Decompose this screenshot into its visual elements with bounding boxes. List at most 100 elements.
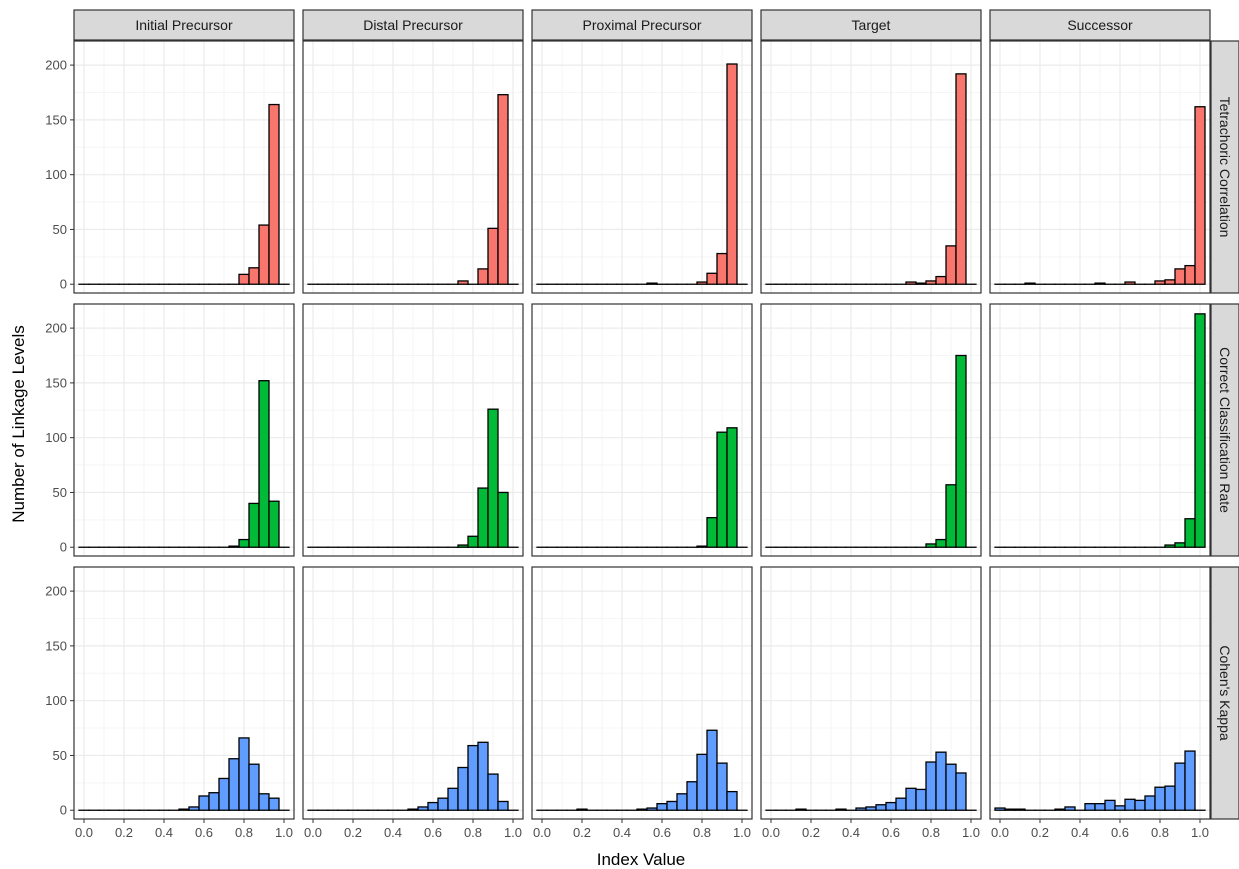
histogram-bar	[1064, 806, 1076, 811]
column-strip-label: Proximal Precursor	[582, 17, 701, 33]
x-tick-label: 0.0	[533, 825, 551, 840]
histogram-bar	[875, 804, 887, 811]
histogram-bar	[1104, 799, 1116, 811]
row-strip	[1210, 303, 1239, 557]
histogram-bar	[835, 808, 847, 811]
histogram-bar	[955, 772, 967, 811]
histogram-bar	[238, 737, 250, 811]
y-tick-label: 100	[45, 693, 67, 708]
histogram-bar	[925, 761, 937, 811]
x-tick-label: 0.2	[573, 825, 591, 840]
x-tick-label: 0.8	[922, 825, 940, 840]
histogram-bar	[188, 806, 200, 811]
x-tick-label: 0.8	[693, 825, 711, 840]
histogram-bar	[696, 545, 708, 548]
column-strip	[302, 9, 524, 41]
y-tick-label: 200	[45, 584, 67, 599]
row-strip	[1210, 566, 1239, 820]
axes-layer: 0 50 100 150 200 0 50 100 150 200 0 50 100 150 200 0.0 0…	[45, 58, 1209, 840]
panel-frame	[760, 40, 982, 294]
histogram-bar	[178, 808, 190, 811]
panel-frame	[73, 566, 295, 820]
histogram-bar	[706, 729, 718, 811]
histogram-bar	[696, 281, 708, 285]
histogram-bar	[656, 803, 668, 811]
column-strip	[531, 9, 753, 41]
histogram-bar	[198, 795, 210, 811]
y-tick-label: 0	[60, 803, 67, 818]
row-strip-label: Cohen's Kappa	[1217, 645, 1233, 741]
histogram-bar	[1194, 313, 1206, 548]
histogram-bar	[487, 227, 499, 285]
histogram-bar	[1144, 795, 1156, 811]
histogram-bar	[457, 280, 469, 285]
x-tick-label: 0.0	[762, 825, 780, 840]
histogram-bar	[925, 280, 937, 285]
histogram-bar	[945, 484, 957, 548]
histogram-bar	[935, 538, 947, 548]
histogram-bar	[248, 502, 260, 548]
histogram-bar	[905, 281, 917, 285]
histogram-bar	[726, 63, 738, 285]
y-tick-label: 0	[60, 540, 67, 555]
histogram-bar	[795, 808, 807, 811]
histogram-bar	[855, 807, 867, 811]
x-tick-label: 1.0	[275, 825, 293, 840]
histogram-bar	[905, 787, 917, 811]
y-tick-label: 0	[60, 277, 67, 292]
x-tick-label: 0.4	[1071, 825, 1089, 840]
panel-frame	[73, 303, 295, 557]
histogram-bar	[1174, 268, 1186, 285]
histogram-bar	[467, 744, 479, 811]
panel-frame	[531, 303, 753, 557]
x-tick-label: 0.4	[384, 825, 402, 840]
x-tick-label: 0.0	[75, 825, 93, 840]
panel-frame	[302, 566, 524, 820]
y-tick-label: 150	[45, 638, 67, 653]
histogram-bar	[457, 766, 469, 811]
histogram-bar	[248, 267, 260, 285]
column-strip-label: Target	[852, 17, 891, 33]
histogram-bar	[1124, 798, 1136, 811]
y-tick-label: 50	[53, 485, 67, 500]
histogram-bar	[427, 801, 439, 811]
x-tick-label: 1.0	[1191, 825, 1209, 840]
y-tick-label: 200	[45, 321, 67, 336]
histogram-bar	[1084, 803, 1096, 811]
histogram-bar	[1164, 279, 1176, 285]
x-tick-label: 0.0	[304, 825, 322, 840]
histogram-bar	[437, 797, 449, 811]
histogram-bar	[726, 790, 738, 811]
histogram-bar	[955, 354, 967, 548]
histogram-bar	[258, 224, 270, 285]
histogram-bar	[1124, 281, 1136, 285]
x-tick-label: 0.6	[424, 825, 442, 840]
histogram-bar	[1184, 518, 1196, 548]
x-tick-label: 0.4	[155, 825, 173, 840]
x-tick-label: 1.0	[962, 825, 980, 840]
histogram-bar	[895, 797, 907, 811]
strips-layer: Tetrachoric Correlation Correct Classific…	[73, 9, 1239, 820]
histogram-bar	[1054, 808, 1066, 811]
histogram-bar	[497, 800, 509, 811]
histogram-bar	[1154, 280, 1166, 285]
histogram-bar	[716, 252, 728, 285]
column-strip-label: Initial Precursor	[135, 17, 233, 33]
x-tick-label: 1.0	[733, 825, 751, 840]
x-tick-label: 0.2	[1031, 825, 1049, 840]
histogram-bar	[1164, 785, 1176, 811]
panel-frame	[302, 40, 524, 294]
x-tick-label: 0.6	[1111, 825, 1129, 840]
histogram-bar	[487, 773, 499, 811]
panel-frames-layer	[73, 40, 1211, 820]
column-strip	[73, 9, 295, 41]
grid-layer	[74, 41, 1210, 819]
histogram-bar	[457, 544, 469, 548]
panel-frame	[760, 566, 982, 820]
histogram-bar	[935, 275, 947, 285]
panel-frame	[989, 566, 1211, 820]
histogram-bar	[447, 787, 459, 811]
histogram-bar	[716, 762, 728, 811]
histogram-bar	[915, 788, 927, 811]
